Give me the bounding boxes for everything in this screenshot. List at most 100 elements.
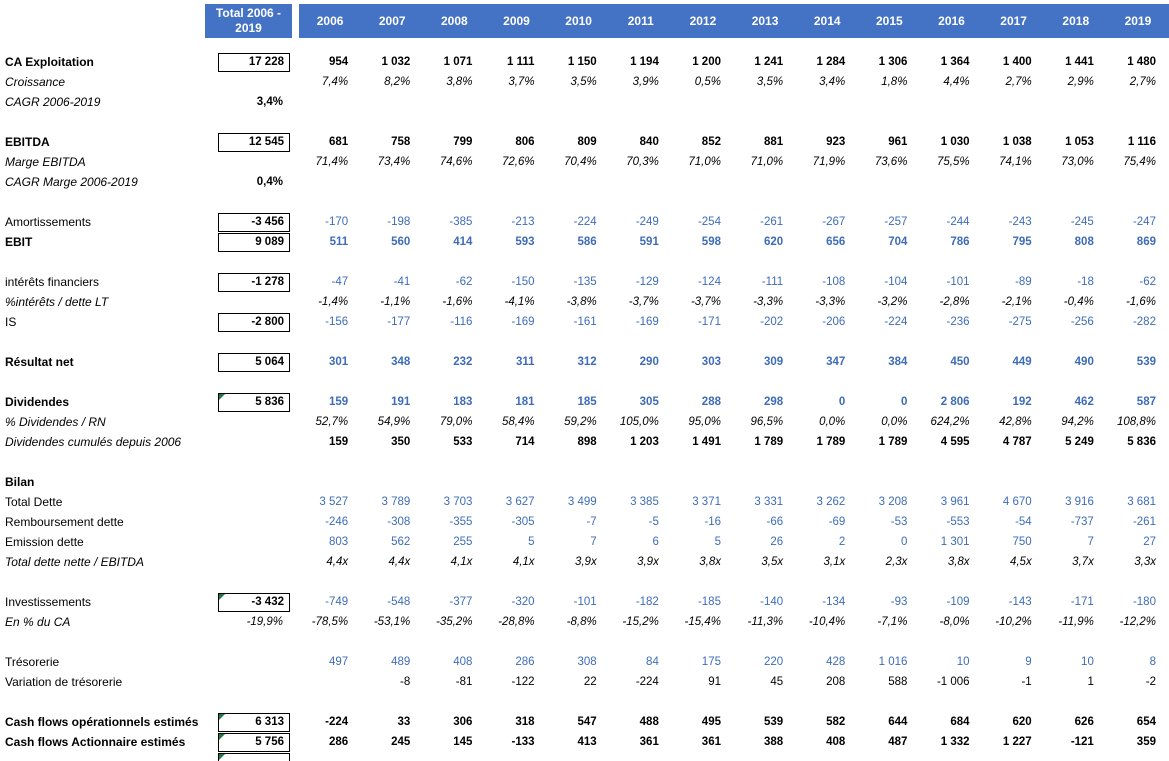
row-label-dividendes_cumules[interactable]: Dividendes cumulés depuis 2006 bbox=[5, 435, 182, 449]
total-cell-croissance[interactable] bbox=[205, 72, 292, 92]
cell-remboursement_dette-2014[interactable]: -69 bbox=[828, 516, 846, 528]
cell-dividendes_cumules-2010[interactable]: 898 bbox=[577, 436, 597, 448]
total-cell-dividendes_cumules[interactable] bbox=[205, 432, 292, 452]
cell-resultat_net-2013[interactable]: 309 bbox=[763, 356, 784, 368]
cell-ebitda-2011[interactable]: 840 bbox=[639, 136, 659, 148]
cell-ebit-2009[interactable]: 593 bbox=[515, 236, 535, 248]
row-label-cagr_ca[interactable]: CAGR 2006-2019 bbox=[5, 95, 101, 109]
row-label-pct_dividendes_rn[interactable]: % Dividendes / RN bbox=[5, 415, 106, 429]
cell-dividendes-2006[interactable]: 159 bbox=[328, 396, 349, 408]
cell-ebitda-2006[interactable]: 681 bbox=[328, 136, 349, 148]
cell-remboursement_dette-2015[interactable]: -53 bbox=[890, 516, 908, 528]
cell-emission_dette-2011[interactable]: 6 bbox=[652, 536, 659, 548]
cell-investissements-2016[interactable]: -109 bbox=[946, 596, 970, 608]
cell-ca_exploitation-2014[interactable]: 1 284 bbox=[816, 56, 846, 68]
cell-variation_tresorerie-2016[interactable]: -1 006 bbox=[936, 676, 970, 688]
cell-ca_exploitation-2007[interactable]: 1 032 bbox=[381, 56, 411, 68]
total-cell-bilan[interactable] bbox=[205, 472, 292, 492]
cell-pct_interets_dette-2018[interactable]: -0,4% bbox=[1063, 296, 1094, 308]
cell-ebitda-2018[interactable]: 1 053 bbox=[1065, 136, 1094, 148]
cell-remboursement_dette-2007[interactable]: -308 bbox=[387, 516, 411, 528]
cell-ebitda-2010[interactable]: 809 bbox=[577, 136, 597, 148]
cell-variation_tresorerie-2007[interactable]: -8 bbox=[400, 676, 411, 688]
cell-interets_financiers-2018[interactable]: -18 bbox=[1077, 276, 1094, 288]
cell-croissance-2009[interactable]: 3,7% bbox=[508, 76, 535, 88]
cell-pct_du_ca-2010[interactable]: -8,8% bbox=[566, 616, 597, 628]
cell-pct_dividendes_rn-2006[interactable]: 52,7% bbox=[315, 416, 349, 428]
cell-ebitda-2015[interactable]: 961 bbox=[888, 136, 908, 148]
cell-emission_dette-2006[interactable]: 803 bbox=[328, 536, 349, 548]
cell-croissance-2017[interactable]: 2,7% bbox=[1005, 76, 1032, 88]
total-cell-tresorerie[interactable] bbox=[205, 652, 292, 672]
cell-ebitda-2013[interactable]: 881 bbox=[763, 136, 784, 148]
cell-pct_interets_dette-2008[interactable]: -1,6% bbox=[442, 296, 473, 308]
cell-cash_flows_actionnaire-2014[interactable]: 408 bbox=[826, 736, 846, 748]
cell-cash_flows_actionnaire-2019[interactable]: 359 bbox=[1136, 736, 1156, 748]
cell-pct_du_ca-2009[interactable]: -28,8% bbox=[498, 616, 535, 628]
cell-investissements-2019[interactable]: -180 bbox=[1132, 596, 1156, 608]
cell-marge_ebitda-2007[interactable]: 73,4% bbox=[377, 156, 411, 168]
row-label-emission_dette[interactable]: Emission dette bbox=[5, 535, 84, 549]
cell-variation_tresorerie-2017[interactable]: -1 bbox=[1021, 676, 1032, 688]
cell-pct_du_ca-2015[interactable]: -7,1% bbox=[877, 616, 908, 628]
cell-dette_nette_ebitda-2017[interactable]: 4,5x bbox=[1009, 556, 1032, 568]
row-label-pct_du_ca[interactable]: En % du CA bbox=[5, 615, 71, 629]
cell-tresorerie-2006[interactable]: 497 bbox=[328, 656, 349, 668]
row-label-dividendes[interactable]: Dividendes bbox=[5, 395, 70, 409]
total-cell-interets_financiers[interactable]: -1 278 bbox=[205, 272, 292, 292]
cell-croissance-2019[interactable]: 2,7% bbox=[1129, 76, 1156, 88]
cell-ebit-2019[interactable]: 869 bbox=[1136, 236, 1156, 248]
row-label-variation_tresorerie[interactable]: Variation de trésorerie bbox=[5, 675, 123, 689]
cell-is-2012[interactable]: -171 bbox=[697, 316, 721, 328]
cell-pct_du_ca-2013[interactable]: -11,3% bbox=[747, 616, 784, 628]
cell-variation_tresorerie-2014[interactable]: 208 bbox=[826, 676, 846, 688]
cell-pct_interets_dette-2015[interactable]: -3,2% bbox=[877, 296, 908, 308]
total-cell-dette_nette_ebitda[interactable] bbox=[205, 552, 292, 572]
row-label-amortissements[interactable]: Amortissements bbox=[5, 215, 92, 229]
cell-interets_financiers-2008[interactable]: -62 bbox=[455, 276, 473, 288]
cell-resultat_net-2011[interactable]: 290 bbox=[639, 356, 659, 368]
cell-pct_du_ca-2007[interactable]: -53,1% bbox=[373, 616, 411, 628]
cell-cash_flows_actionnaire-2017[interactable]: 1 227 bbox=[1002, 736, 1032, 748]
cell-marge_ebitda-2008[interactable]: 74,6% bbox=[439, 156, 473, 168]
cell-remboursement_dette-2016[interactable]: -553 bbox=[946, 516, 970, 528]
cell-ebit-2007[interactable]: 560 bbox=[391, 236, 411, 248]
cell-croissance-2018[interactable]: 2,9% bbox=[1067, 76, 1094, 88]
cell-amortissements-2019[interactable]: -247 bbox=[1132, 216, 1156, 228]
cell-emission_dette-2017[interactable]: 750 bbox=[1012, 536, 1032, 548]
cell-pct_dividendes_rn-2019[interactable]: 108,8% bbox=[1116, 416, 1156, 428]
cell-cash_flows_operationnels-2008[interactable]: 306 bbox=[453, 716, 473, 728]
cell-cash_flows_operationnels-2011[interactable]: 488 bbox=[639, 716, 659, 728]
cell-pct_interets_dette-2006[interactable]: -1,4% bbox=[318, 296, 349, 308]
cell-ebit-2018[interactable]: 808 bbox=[1074, 236, 1094, 248]
cell-is-2009[interactable]: -169 bbox=[511, 316, 535, 328]
cell-cash_flows_operationnels-2013[interactable]: 539 bbox=[763, 716, 784, 728]
cell-cash_flows_operationnels-2012[interactable]: 495 bbox=[701, 716, 721, 728]
cell-dette_nette_ebitda-2014[interactable]: 3,1x bbox=[823, 556, 846, 568]
cell-investissements-2015[interactable]: -93 bbox=[890, 596, 908, 608]
cell-amortissements-2015[interactable]: -257 bbox=[884, 216, 908, 228]
cell-tresorerie-2010[interactable]: 308 bbox=[577, 656, 597, 668]
cell-dette_nette_ebitda-2011[interactable]: 3,9x bbox=[637, 556, 659, 568]
row-label-marge_ebitda[interactable]: Marge EBITDA bbox=[5, 155, 86, 169]
cell-pct_interets_dette-2014[interactable]: -3,3% bbox=[815, 296, 846, 308]
cell-is-2008[interactable]: -116 bbox=[450, 316, 473, 328]
cell-dividendes_cumules-2006[interactable]: 159 bbox=[328, 436, 349, 448]
cell-dette_nette_ebitda-2007[interactable]: 4,4x bbox=[388, 556, 411, 568]
header-year-2011[interactable]: 2011 bbox=[609, 4, 672, 38]
cell-pct_du_ca-2016[interactable]: -8,0% bbox=[939, 616, 970, 628]
cell-ebit-2015[interactable]: 704 bbox=[888, 236, 908, 248]
cell-pct_interets_dette-2013[interactable]: -3,3% bbox=[753, 296, 784, 308]
cell-marge_ebitda-2019[interactable]: 75,4% bbox=[1123, 156, 1156, 168]
cell-resultat_net-2017[interactable]: 449 bbox=[1012, 356, 1032, 368]
cell-investissements-2018[interactable]: -171 bbox=[1070, 596, 1094, 608]
total-cell-is[interactable]: -2 800 bbox=[205, 312, 292, 332]
cell-total_dette-2008[interactable]: 3 703 bbox=[443, 496, 473, 508]
cell-remboursement_dette-2018[interactable]: -737 bbox=[1070, 516, 1094, 528]
total-cell-marge_ebitda[interactable] bbox=[205, 152, 292, 172]
cell-ebit-2006[interactable]: 511 bbox=[329, 236, 349, 248]
cell-pct_dividendes_rn-2017[interactable]: 42,8% bbox=[999, 416, 1032, 428]
cell-interets_financiers-2009[interactable]: -150 bbox=[511, 276, 535, 288]
row-label-interets_financiers[interactable]: intérêts financiers bbox=[5, 275, 100, 289]
cell-dividendes-2009[interactable]: 181 bbox=[515, 396, 535, 408]
